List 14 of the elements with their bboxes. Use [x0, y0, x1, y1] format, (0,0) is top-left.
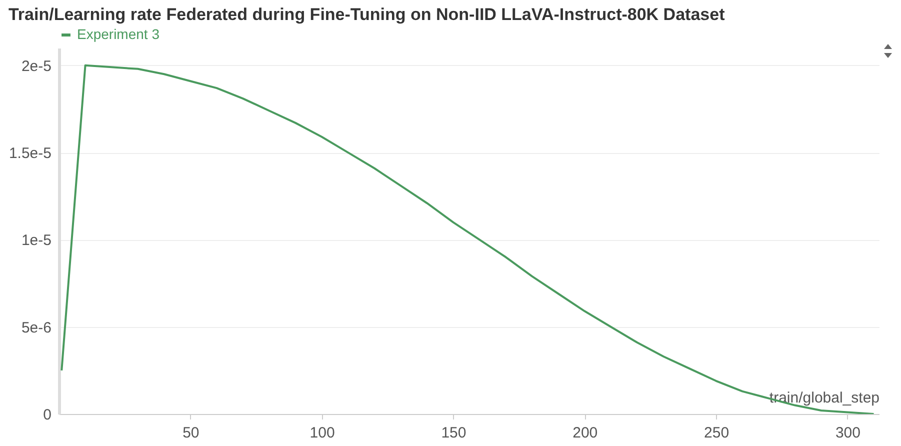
- x-tick-label: 250: [704, 424, 730, 442]
- x-tick-label: 100: [310, 424, 335, 442]
- y-tick-label: 1.5e-5: [8, 145, 52, 162]
- legend-label: Experiment 3: [77, 26, 160, 42]
- y-tick-label: 1e-5: [21, 232, 52, 250]
- x-axis-title: train/global_step: [769, 390, 880, 406]
- y-tick-label: 0: [43, 406, 52, 424]
- y-tick-label: 2e-5: [21, 58, 52, 75]
- x-tick-label: 50: [182, 424, 200, 442]
- x-tick-label: 300: [835, 424, 860, 442]
- x-tick-label: 150: [441, 424, 466, 442]
- y-tick-label: 5e-6: [21, 319, 52, 336]
- chart-title: Train/Learning rate Federated during Fine-Tuning on Non-IID LLaVA-Instruct-80K Dataset: [8, 5, 726, 24]
- x-tick-label: 200: [572, 424, 598, 442]
